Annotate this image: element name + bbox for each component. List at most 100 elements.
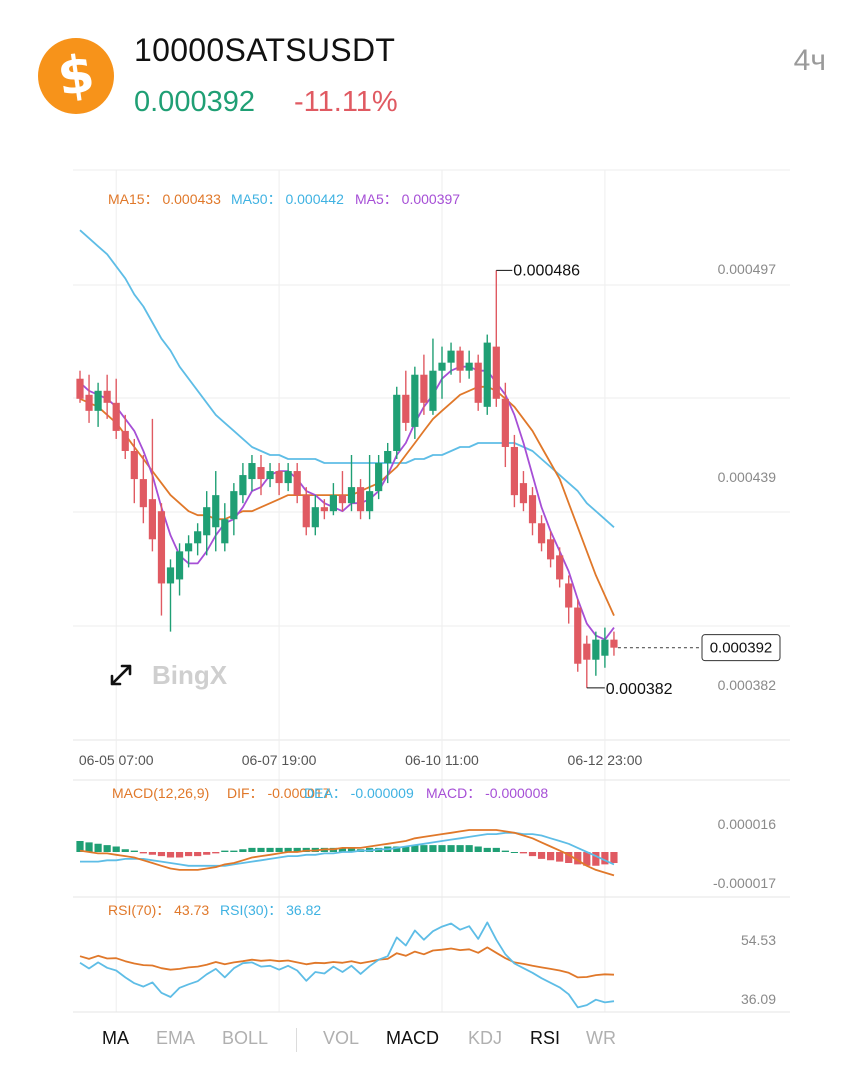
macd-legend-0: MACD(12,26,9) (112, 785, 209, 801)
macd-bar (293, 847, 301, 852)
candle-body (275, 471, 283, 484)
rsi30-line (79, 921, 615, 1009)
macd-bar (393, 846, 401, 852)
interval-selector[interactable]: 4ч (793, 44, 826, 77)
candle-body (338, 495, 347, 504)
legend-ma5: MA5： 0.000397 (355, 191, 460, 207)
x-tick-label: 06-10 11:00 (405, 752, 479, 768)
y-tick-label: 0.000382 (718, 677, 777, 693)
tab-wr[interactable]: WR (586, 1028, 616, 1048)
candle-body (221, 519, 229, 544)
macd-bar (248, 847, 256, 852)
price-change-percent: -11.11% (294, 86, 398, 118)
macd-bar (94, 843, 102, 852)
watermark-logo: BingX (152, 660, 228, 690)
candle-body (474, 362, 482, 403)
candle-body (537, 523, 546, 544)
candle-body (483, 342, 491, 407)
tab-vol[interactable]: VOL (323, 1028, 360, 1048)
x-tick-label: 06-07 19:00 (242, 752, 317, 768)
candle-body (311, 507, 319, 528)
tab-divider (296, 1028, 297, 1052)
macd-bar (574, 852, 582, 865)
macd-bar (474, 846, 482, 852)
macd-bar (537, 852, 546, 859)
candle-body (257, 467, 265, 480)
macd-bar (112, 846, 120, 852)
last-price-tag: 0.000392 (710, 640, 773, 657)
candle-body (185, 543, 193, 552)
legend-ma15: MA15： 0.000433 (108, 191, 221, 207)
macd-bar (338, 847, 347, 852)
candle-body (438, 362, 446, 371)
macd-bar (166, 852, 175, 858)
y-tick-label: 0.000016 (718, 816, 777, 832)
candle-body (519, 483, 528, 504)
candle-body (157, 511, 166, 584)
candle-body (239, 475, 247, 496)
candle-body (456, 350, 464, 371)
tab-macd[interactable]: MACD (386, 1028, 439, 1048)
x-tick-label: 06-12 23:00 (568, 752, 643, 768)
y-tick-label: -0.000017 (713, 875, 776, 891)
candle-body (375, 463, 383, 492)
macd-bar (148, 852, 156, 855)
macd-bar (121, 849, 129, 852)
candle-body (465, 362, 473, 371)
macd-bar (438, 845, 446, 852)
macd-bar (103, 845, 111, 852)
y-tick-label: 0.000439 (718, 469, 777, 485)
macd-bar (402, 846, 410, 852)
macd-legend-2: DEA： -0.000009 (304, 785, 414, 801)
macd-bar (347, 847, 356, 852)
candle-body (356, 487, 365, 512)
macd-bar (492, 847, 500, 852)
macd-bar (420, 845, 428, 852)
candle-body (366, 491, 374, 512)
macd-bar (76, 841, 84, 852)
macd-bar (230, 850, 238, 852)
y-tick-label: 54.53 (741, 932, 776, 948)
x-tick-label: 06-05 07:00 (79, 752, 154, 768)
candle-body (266, 471, 274, 480)
tab-rsi[interactable]: RSI (530, 1028, 561, 1048)
candle-body (112, 402, 120, 431)
macd-bar (157, 852, 166, 857)
macd-bar (185, 852, 193, 857)
macd-bar (130, 850, 138, 852)
macd-bar (257, 847, 265, 852)
macd-bar (556, 852, 564, 862)
candle-body (139, 479, 147, 508)
last-price-box (701, 634, 781, 662)
candle-body (393, 394, 401, 451)
y-tick-label: 0.000497 (718, 261, 777, 277)
tab-ma[interactable]: MA (102, 1028, 129, 1048)
macd-bar (601, 852, 609, 865)
candle-body (601, 639, 609, 656)
ma15-line (79, 385, 615, 616)
macd-bar (139, 852, 147, 854)
candle-body (610, 639, 618, 648)
tab-boll[interactable]: BOLL (222, 1028, 269, 1048)
expand-arrows-icon[interactable] (110, 664, 132, 686)
rsi-legend-0: RSI(70)： 43.73 (108, 902, 209, 918)
candle-body (547, 539, 555, 560)
rsi70-line (79, 946, 615, 979)
candle-body (94, 390, 102, 411)
legend-ma50: MA50： 0.000442 (231, 191, 344, 207)
candle-body (212, 495, 220, 528)
high-price-label: 0.000486 (513, 262, 580, 279)
macd-bar (547, 852, 555, 861)
macd-bar (610, 852, 618, 863)
macd-bar (519, 852, 528, 854)
tab-ema[interactable]: EMA (156, 1028, 196, 1048)
macd-bar (510, 852, 518, 853)
candlestick-chart[interactable]: MA15： 0.000433 MA50： 0.000442 MA5： 0.00039… (0, 0, 864, 1018)
candle-body (203, 507, 211, 536)
macd-bar (565, 852, 573, 863)
candle-body (492, 346, 500, 399)
macd-bar (592, 852, 600, 866)
candle-body (592, 639, 600, 660)
macd-bar (212, 852, 220, 854)
tab-kdj[interactable]: KDJ (468, 1028, 503, 1048)
